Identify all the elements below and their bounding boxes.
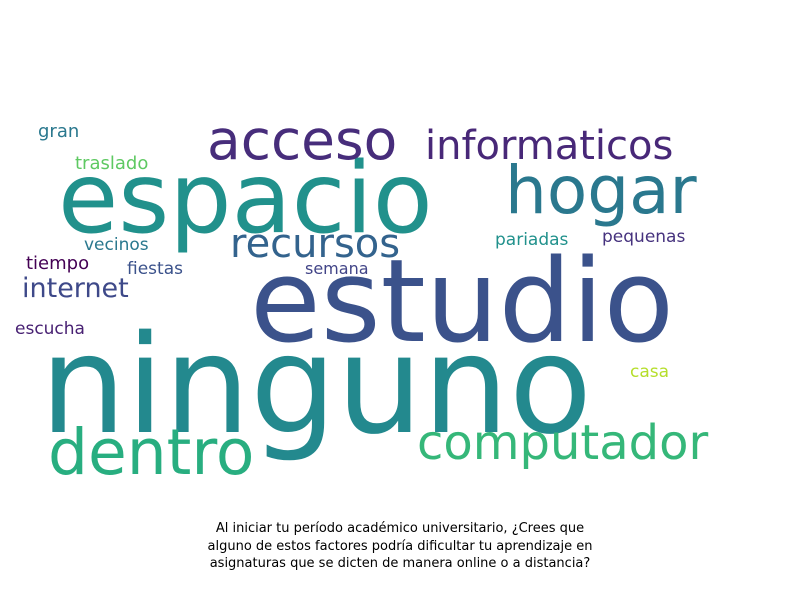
word-casa: casa <box>630 362 670 382</box>
word-tiempo: tiempo <box>26 253 90 274</box>
word-semana: semana <box>305 259 369 278</box>
word-dentro: dentro <box>48 416 255 489</box>
word-gran: gran <box>38 121 80 142</box>
word-computador: computador <box>417 415 709 471</box>
caption-line: alguno de estos factores podría dificult… <box>207 538 593 554</box>
word-fiestas: fiestas <box>127 259 183 279</box>
word-vecinos: vecinos <box>84 235 149 255</box>
caption-line: Al iniciar tu período académico universi… <box>215 521 585 536</box>
word-pariadas: pariadas <box>495 230 569 250</box>
word-traslado: traslado <box>75 153 149 174</box>
word-cloud: ninguno estudio espacio hogar acceso inf… <box>15 108 709 489</box>
figure-caption: Al iniciar tu período académico universi… <box>100 520 700 573</box>
word-recursos: recursos <box>230 221 401 267</box>
word-hogar: hogar <box>505 152 697 229</box>
caption-line: asignaturas que se dicten de manera onli… <box>209 556 591 572</box>
word-acceso: acceso <box>207 108 398 172</box>
word-ninguno: ninguno <box>40 307 593 465</box>
word-estudio: estudio <box>250 235 674 369</box>
word-informaticos: informaticos <box>425 123 674 169</box>
word-pequenas: pequenas <box>602 227 686 247</box>
word-escucha: escucha <box>15 319 85 339</box>
word-espacio: espacio <box>58 142 433 256</box>
word-internet: internet <box>22 273 129 304</box>
